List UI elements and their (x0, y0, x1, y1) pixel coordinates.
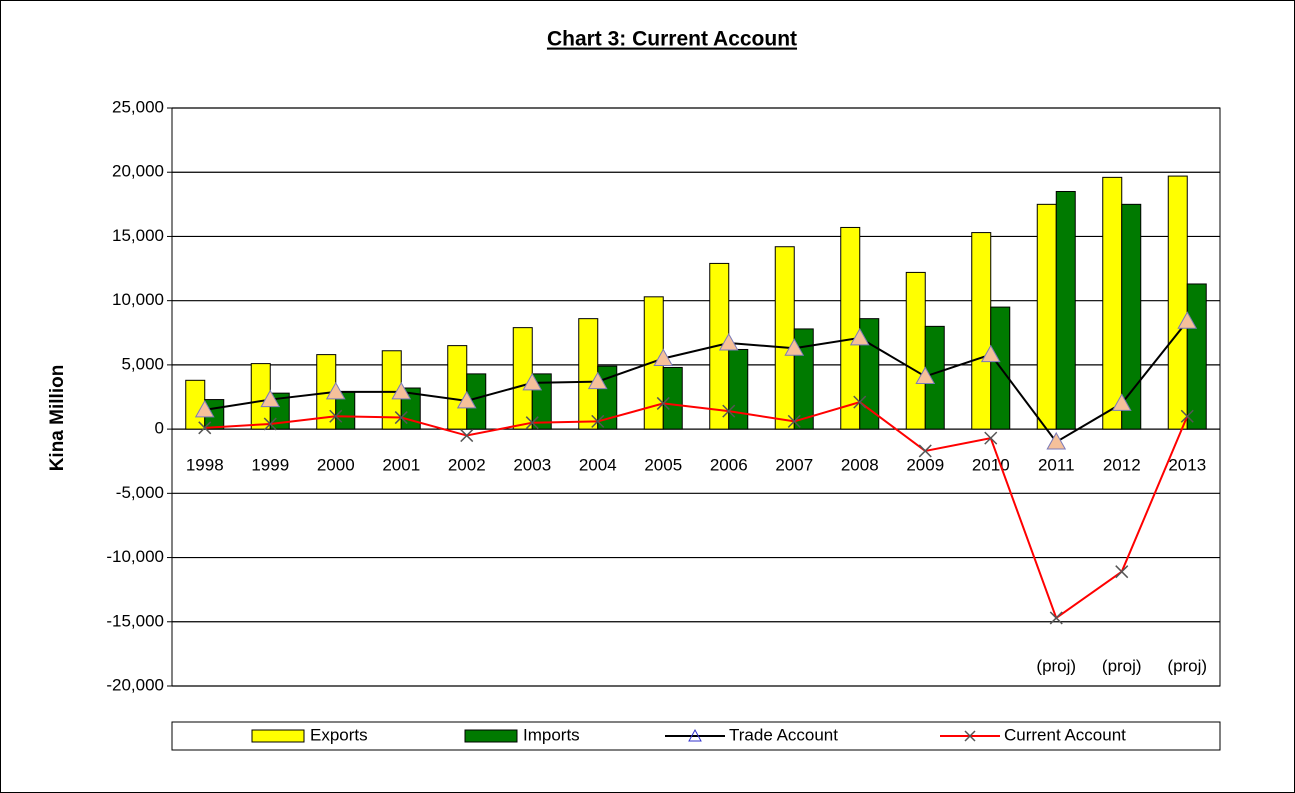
x-tick-label: 2011 (1038, 456, 1075, 475)
marker (918, 444, 932, 458)
marker (787, 414, 801, 428)
marker (391, 381, 412, 400)
x-tick-label: 2012 (1103, 456, 1141, 475)
x-tick-label: 2008 (841, 456, 879, 475)
marker (325, 381, 346, 400)
bar (905, 271, 926, 430)
y-tick-label: 10,000 (112, 290, 164, 309)
y-tick-label: -15,000 (106, 611, 164, 630)
annotation: (proj) (1036, 656, 1076, 675)
y-tick-label: -5,000 (116, 483, 164, 502)
marker (263, 417, 277, 431)
chart-title: Chart 3: Current Account (547, 28, 797, 51)
bar (185, 379, 206, 430)
y-tick-label: 5,000 (121, 354, 164, 373)
marker (853, 395, 867, 409)
x-tick-label: 2000 (317, 456, 355, 475)
marker (394, 411, 408, 425)
bar (1036, 203, 1057, 430)
bar (728, 348, 749, 430)
y-tick-label: 15,000 (112, 226, 164, 245)
bar (578, 318, 599, 430)
marker (525, 416, 539, 430)
bar (1186, 283, 1207, 430)
marker (329, 409, 343, 423)
bar (1167, 175, 1188, 430)
marker (460, 429, 474, 443)
marker (198, 421, 212, 435)
marker (456, 390, 477, 409)
legend-swatch (251, 729, 305, 743)
marker (522, 372, 543, 391)
x-tick-label: 2013 (1168, 456, 1206, 475)
x-tick-label: 2005 (644, 456, 682, 475)
marker (1046, 431, 1067, 450)
bar (447, 345, 468, 430)
marker (1049, 611, 1063, 625)
marker (653, 348, 674, 366)
x-tick-label: 1999 (251, 456, 289, 475)
marker (1177, 311, 1198, 329)
bar (662, 366, 683, 430)
marker (1115, 565, 1129, 579)
x-tick-label: 1998 (186, 456, 224, 475)
annotation: (proj) (1102, 656, 1142, 675)
bar (1055, 190, 1076, 430)
legend-marker (688, 728, 702, 742)
marker (718, 333, 739, 351)
marker (849, 327, 870, 346)
marker (1111, 393, 1132, 411)
x-tick-label: 2002 (448, 456, 486, 475)
marker (722, 404, 736, 418)
marker (980, 344, 1001, 363)
annotation: (proj) (1167, 656, 1207, 675)
marker (915, 366, 936, 384)
y-tick-label: 25,000 (112, 97, 164, 116)
legend-label: Current Account (1004, 725, 1126, 744)
x-tick-label: 2007 (775, 456, 813, 475)
marker (260, 389, 281, 408)
bar (1102, 176, 1123, 430)
y-tick-label: -10,000 (106, 547, 164, 566)
y-tick-label: 20,000 (112, 162, 164, 181)
bar (774, 246, 795, 430)
x-tick-label: 2010 (972, 456, 1010, 475)
legend-label: Trade Account (729, 725, 838, 744)
x-tick-label: 2003 (513, 456, 551, 475)
marker (784, 338, 805, 356)
x-tick-label: 2004 (579, 456, 617, 475)
bar (971, 232, 992, 430)
x-tick-label: 2009 (906, 456, 944, 475)
y-axis-label: Kina Million (47, 365, 68, 472)
line (204, 401, 1189, 620)
legend-label: Imports (523, 725, 580, 744)
x-tick-label: 2001 (382, 456, 420, 475)
legend-marker (964, 730, 976, 742)
marker (656, 396, 670, 410)
marker (1180, 409, 1194, 423)
legend-swatch (464, 729, 518, 743)
bar (1121, 203, 1142, 430)
marker (194, 399, 215, 418)
line (204, 320, 1189, 444)
marker (587, 371, 608, 390)
y-tick-label: 0 (155, 419, 164, 438)
legend-label: Exports (310, 725, 368, 744)
marker (591, 414, 605, 428)
x-tick-label: 2006 (710, 456, 748, 475)
y-tick-label: -20,000 (106, 675, 164, 694)
marker (984, 431, 998, 445)
